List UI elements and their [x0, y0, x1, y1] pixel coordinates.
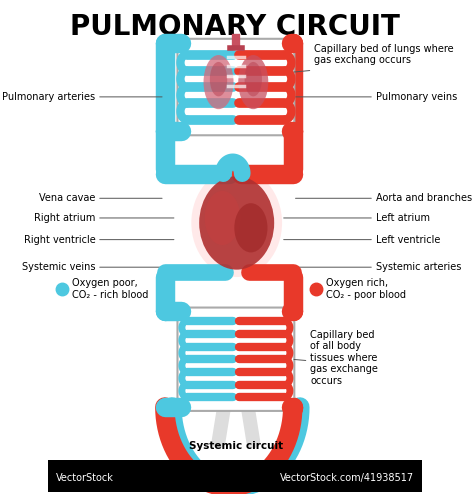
Text: Systemic arteries: Systemic arteries	[375, 262, 461, 272]
Ellipse shape	[224, 368, 248, 407]
Text: Capillary bed of lungs where
gas exchang occurs: Capillary bed of lungs where gas exchang…	[314, 44, 454, 65]
Text: Systemic circuit: Systemic circuit	[189, 442, 283, 451]
Text: PULMONARY CIRCUIT: PULMONARY CIRCUIT	[70, 13, 400, 41]
Text: Left ventricle: Left ventricle	[375, 235, 440, 245]
FancyBboxPatch shape	[177, 307, 294, 411]
Ellipse shape	[245, 62, 262, 97]
Text: Oxygen poor,
CO₂ - rich blood: Oxygen poor, CO₂ - rich blood	[72, 278, 148, 299]
Text: Systemic veins: Systemic veins	[22, 262, 95, 272]
Ellipse shape	[210, 62, 227, 97]
Text: VectorStock: VectorStock	[56, 473, 114, 483]
Text: Vena cavae: Vena cavae	[39, 193, 95, 203]
Ellipse shape	[234, 203, 267, 252]
Text: Right atrium: Right atrium	[34, 213, 95, 223]
Ellipse shape	[203, 55, 234, 109]
Bar	[48, 460, 422, 492]
Ellipse shape	[238, 55, 268, 109]
Ellipse shape	[199, 176, 274, 270]
FancyBboxPatch shape	[177, 39, 294, 135]
Text: Aorta and branches: Aorta and branches	[375, 193, 472, 203]
Ellipse shape	[191, 169, 282, 277]
Text: Capillary bed
of all body
tissues where
gas exchange
occurs: Capillary bed of all body tissues where …	[310, 330, 378, 386]
Ellipse shape	[205, 191, 240, 245]
Text: Left atrium: Left atrium	[375, 213, 429, 223]
Text: VectorStock.com/41938517: VectorStock.com/41938517	[280, 473, 414, 483]
Text: Right ventricle: Right ventricle	[24, 235, 95, 245]
Text: Pulmonary arteries: Pulmonary arteries	[2, 92, 95, 102]
Text: Oxygen rich,
CO₂ - poor blood: Oxygen rich, CO₂ - poor blood	[326, 278, 406, 299]
Text: Pulmonary veins: Pulmonary veins	[375, 92, 457, 102]
